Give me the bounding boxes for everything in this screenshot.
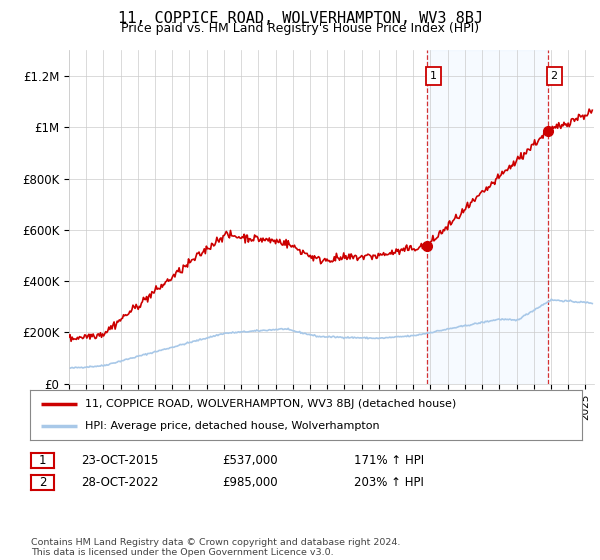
Text: Contains HM Land Registry data © Crown copyright and database right 2024.
This d: Contains HM Land Registry data © Crown c… bbox=[31, 538, 401, 557]
Bar bbox=[427, 50, 548, 384]
Text: 2: 2 bbox=[551, 71, 558, 81]
Text: HPI: Average price, detached house, Wolverhampton: HPI: Average price, detached house, Wolv… bbox=[85, 421, 380, 431]
Text: 11, COPPICE ROAD, WOLVERHAMPTON, WV3 8BJ: 11, COPPICE ROAD, WOLVERHAMPTON, WV3 8BJ bbox=[118, 11, 482, 26]
Text: 28-OCT-2022: 28-OCT-2022 bbox=[81, 476, 158, 489]
Text: 2: 2 bbox=[39, 476, 46, 489]
Text: 171% ↑ HPI: 171% ↑ HPI bbox=[354, 454, 424, 467]
Text: 1: 1 bbox=[39, 454, 46, 467]
Text: 11, COPPICE ROAD, WOLVERHAMPTON, WV3 8BJ (detached house): 11, COPPICE ROAD, WOLVERHAMPTON, WV3 8BJ… bbox=[85, 399, 457, 409]
Text: 203% ↑ HPI: 203% ↑ HPI bbox=[354, 476, 424, 489]
Text: 23-OCT-2015: 23-OCT-2015 bbox=[81, 454, 158, 467]
Text: £985,000: £985,000 bbox=[222, 476, 278, 489]
Text: Price paid vs. HM Land Registry's House Price Index (HPI): Price paid vs. HM Land Registry's House … bbox=[121, 22, 479, 35]
Text: 1: 1 bbox=[430, 71, 437, 81]
Text: £537,000: £537,000 bbox=[222, 454, 278, 467]
